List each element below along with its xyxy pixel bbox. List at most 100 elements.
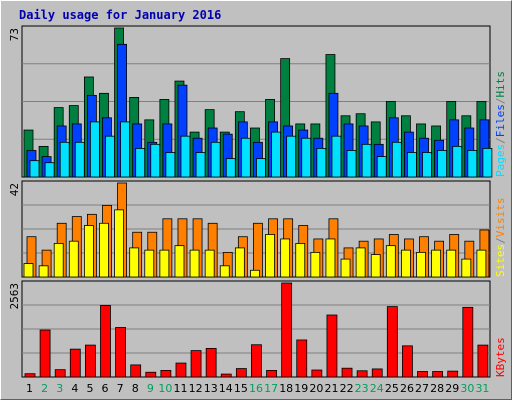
bar-sites-day-27 (416, 251, 426, 278)
bar-pages-day-23 (361, 143, 372, 178)
bar-kbytes-day-3 (54, 369, 66, 378)
bar-kbytes-day-19 (296, 339, 308, 378)
bar-pages-day-17 (271, 131, 281, 178)
day-label-9: 9 (147, 382, 154, 395)
bar-pages-day-8 (135, 148, 146, 178)
day-label-20: 20 (309, 382, 323, 395)
bar-sites-day-5 (83, 225, 94, 278)
legend-entry-hits: Hits (494, 71, 507, 98)
bar-kbytes-day-23 (356, 370, 368, 378)
bar-sites-day-3 (53, 243, 64, 278)
bar-pages-day-25 (391, 141, 402, 178)
day-label-17: 17 (264, 382, 278, 395)
bar-pages-day-11 (180, 135, 191, 178)
bar-kbytes-day-11 (175, 362, 187, 378)
bar-kbytes-day-29 (447, 370, 459, 378)
day-label-13: 13 (204, 382, 218, 395)
bar-kbytes-day-16 (251, 344, 262, 378)
bar-sites-day-19 (295, 243, 306, 278)
bar-kbytes-day-21 (326, 314, 338, 378)
bar-pages-day-5 (89, 121, 100, 178)
bar-pages-day-27 (422, 152, 432, 178)
chart-title: Daily usage for January 2016 (19, 8, 221, 22)
legend-hits-files-pages: Pages/Files/Hits (494, 71, 507, 177)
bar-pages-day-30 (467, 150, 478, 178)
bar-pages-day-14 (225, 158, 236, 178)
bar-visits-day-16 (253, 222, 263, 278)
day-label-28: 28 (430, 382, 444, 395)
bar-sites-day-11 (174, 245, 185, 278)
legend-entry-kbytes: KBytes (494, 337, 507, 377)
bar-kbytes-day-9 (145, 371, 157, 378)
bar-kbytes-day-17 (266, 369, 277, 378)
bar-sites-day-30 (461, 258, 472, 278)
bar-kbytes-day-2 (39, 329, 51, 378)
bar-sites-day-18 (280, 238, 291, 278)
day-label-3: 3 (56, 382, 63, 395)
bar-pages-day-1 (29, 160, 40, 178)
legend-entry-sites: Sites (494, 244, 507, 277)
bar-kbytes-day-8 (130, 364, 142, 378)
bar-sites-day-21 (325, 238, 336, 278)
bar-sites-day-16 (250, 269, 260, 278)
day-label-2: 2 (41, 382, 48, 395)
bar-kbytes-day-6 (100, 305, 111, 378)
bar-sites-day-28 (431, 249, 442, 278)
bar-pages-day-26 (407, 152, 417, 178)
bar-sites-day-10 (159, 249, 170, 278)
day-label-5: 5 (86, 382, 93, 395)
bar-pages-day-4 (74, 141, 85, 178)
max-label-kbytes: 2563 (8, 283, 21, 310)
bar-kbytes-day-25 (386, 306, 398, 378)
bar-kbytes-day-30 (462, 306, 474, 378)
bar-pages-day-12 (195, 152, 206, 178)
bar-sites-day-12 (189, 249, 200, 278)
bar-kbytes-day-14 (220, 373, 232, 378)
bar-sites-day-29 (446, 249, 457, 278)
day-label-11: 11 (174, 382, 188, 395)
legend-entry-visits: Visits (494, 198, 507, 238)
legend-visits-sites: Sites/Visits (494, 198, 507, 278)
bar-pages-day-7 (120, 121, 130, 178)
day-label-18: 18 (279, 382, 293, 395)
bar-sites-day-4 (68, 240, 79, 278)
bar-sites-day-2 (38, 265, 49, 278)
day-label-27: 27 (415, 382, 429, 395)
bar-kbytes-day-28 (432, 371, 444, 378)
bar-pages-day-18 (286, 135, 297, 178)
bar-kbytes-day-4 (69, 348, 81, 378)
bar-pages-day-15 (240, 137, 251, 178)
bar-kbytes-day-5 (84, 344, 96, 378)
bar-pages-day-31 (482, 148, 493, 178)
day-label-22: 22 (340, 382, 354, 395)
bar-pages-day-29 (452, 145, 463, 178)
bar-pages-day-20 (316, 148, 327, 178)
max-label-hits-files-pages: 73 (8, 28, 21, 41)
bar-pages-day-28 (437, 150, 448, 178)
bar-pages-day-3 (59, 141, 70, 178)
bar-kbytes-day-13 (205, 347, 217, 378)
bar-kbytes-day-27 (417, 371, 428, 378)
max-label-visits-sites: 42 (8, 183, 21, 196)
bar-pages-day-9 (150, 143, 161, 178)
bar-sites-day-7 (114, 209, 124, 278)
bar-pages-day-6 (105, 135, 115, 178)
legend-entry-files: Files (494, 104, 507, 137)
bar-sites-day-8 (129, 247, 140, 278)
bar-sites-day-24 (370, 254, 381, 278)
bar-pages-day-2 (44, 162, 55, 178)
bar-pages-day-13 (210, 141, 221, 178)
day-label-30: 30 (460, 382, 474, 395)
day-label-6: 6 (102, 382, 109, 395)
bar-kbytes-day-7 (115, 327, 126, 378)
bar-sites-day-23 (355, 247, 366, 278)
bar-pages-day-22 (346, 150, 357, 178)
day-label-25: 25 (385, 382, 399, 395)
bar-kbytes-day-15 (235, 368, 247, 378)
bar-kbytes-day-20 (311, 369, 323, 378)
bar-kbytes-day-10 (160, 369, 172, 378)
legend-entry-sep: / (494, 137, 507, 144)
bar-kbytes-day-1 (24, 373, 36, 378)
bar-sites-day-9 (144, 249, 155, 278)
